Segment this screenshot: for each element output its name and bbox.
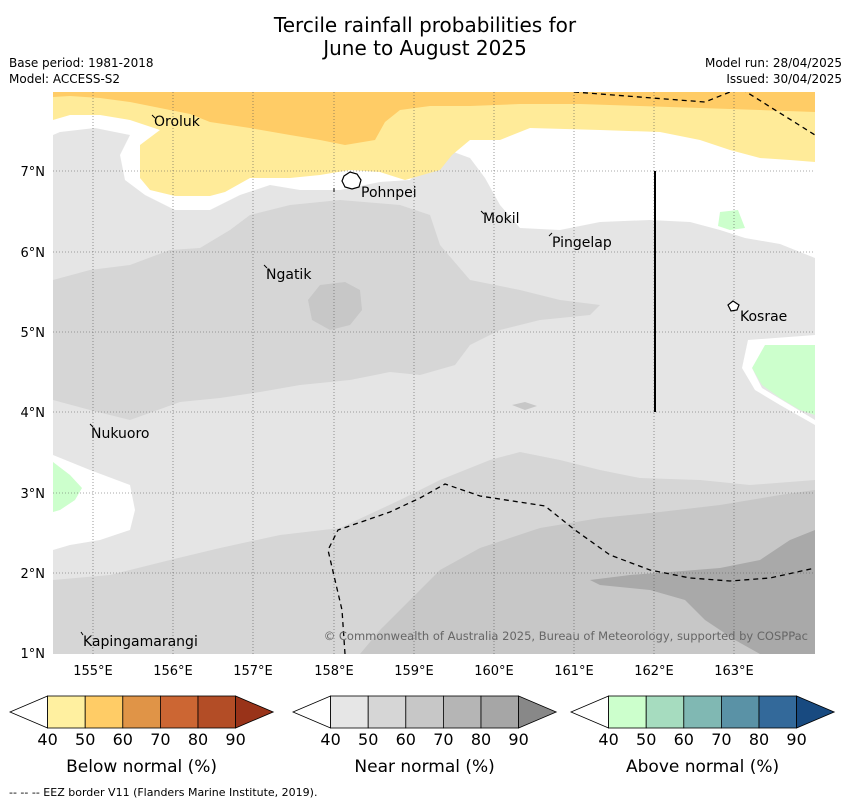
lat-label: 7°N [21,165,46,180]
issued-date: Issued: 30/04/2025 [726,72,842,86]
colorbar-tick-label: 90 [225,730,245,749]
colorbar-tick-label: 50 [636,730,656,749]
colorbar-max-triangle [518,695,558,729]
gridlines [53,92,815,654]
lon-label: 155°E [73,664,113,679]
colorbar-caption: Near normal (%) [354,757,494,777]
colorbar-segment [197,695,236,729]
lon-label: 162°E [634,664,674,679]
colorbar-tick-label: 50 [358,730,378,749]
place-label-kapingamarangi: Kapingamarangi [83,634,198,650]
colorbar-tick-label: 60 [674,730,694,749]
colorbar-tick-label: 70 [711,730,731,749]
above-normal-40-kosrae-east [752,340,815,415]
colorbar-segment [84,695,124,729]
colorbar-segment [683,695,722,729]
near-normal-70-southeast [590,530,815,654]
colorbar-tick-label: 80 [749,730,769,749]
kosrae-island-outline [727,300,740,312]
lon-label: 163°E [714,664,754,679]
colorbar-tick-label: 40 [320,730,340,749]
place-markers [80,114,553,636]
base-period: Base period: 1981-2018 [9,56,154,70]
eez-footnote: -- -- -- EEZ border V11 (Flanders Marine… [9,786,318,799]
colorbar-max-triangle [796,695,836,729]
colorbar-segment [721,695,760,729]
place-label-nukuoro: Nukuoro [91,426,149,442]
colorbar-tick-label: 80 [471,730,491,749]
lon-label: 157°E [233,664,273,679]
colorbar-tick-label: 40 [37,730,57,749]
lat-label: 6°N [21,246,46,261]
eez-border [327,92,815,654]
colorbar-above: 40 50 60 70 80 90 Above normal (%) [569,695,836,777]
place-label-pingelap: Pingelap [552,235,612,251]
colorbar-tick-label: 50 [75,730,95,749]
colorbar-min-triangle [569,695,609,729]
colorbar-tick-label: 40 [598,730,618,749]
colorbar-near: 40 50 60 70 80 90 Near normal (%) [291,695,558,777]
near-normal-60-spot [512,402,537,410]
no-dominant-ring-east [742,335,815,425]
colorbar-segment [608,695,647,729]
colorbar-segment [122,695,161,729]
colorbar-segment [405,695,444,729]
colorbar-caption: Below normal (%) [66,757,217,777]
below-normal-50-band [53,92,815,145]
colorbar-legends: 40 50 60 70 80 90 Below normal (%) 40 50 60 70 80 90… [8,695,836,777]
lon-label: 160°E [474,664,514,679]
place-label-ngatik: Ngatik [266,267,312,283]
meta-right: Model run: 28/04/2025 Issued: 30/04/2025 [705,55,842,87]
colorbar-segment [47,695,86,729]
colorbar-segment [159,695,199,729]
colorbar-min-triangle [291,695,331,729]
colorbar-tick-label: 90 [786,730,806,749]
model-run: Model run: 28/04/2025 [704,56,842,70]
colorbar-max-triangle [235,695,275,729]
lat-axis-labels: 7°N 6°N 5°N 4°N 3°N 2°N 1°N [21,165,46,662]
colorbar-tick-label: 80 [188,730,208,749]
lat-label: 1°N [21,647,46,662]
title-line-2: June to August 2025 [323,36,527,60]
place-label-kosrae: Kosrae [740,309,787,325]
title-line-1: Tercile rainfall probabilities for [273,13,577,37]
model-name: Model: ACCESS-S2 [9,72,121,86]
copyright-notice: © Commonwealth of Australia 2025, Bureau… [324,629,808,643]
lon-label: 159°E [394,664,434,679]
colorbar-tick-label: 60 [113,730,133,749]
colorbar-min-triangle [8,695,48,729]
colorbar-tick-label: 90 [508,730,528,749]
lat-label: 2°N [21,567,46,582]
colorbar-segment [442,695,482,729]
lon-axis-labels: 155°E 156°E 157°E 158°E 159°E 160°E 161°… [73,664,754,679]
lat-label: 5°N [21,326,46,341]
no-dominant-west-strip [53,455,135,550]
lon-label: 161°E [554,664,594,679]
colorbar-caption: Above normal (%) [626,757,779,777]
place-label-oroluk: Oroluk [154,114,201,130]
near-normal-60-blob [308,282,362,330]
meta-left: Base period: 1981-2018 Model: ACCESS-S2 [9,55,154,87]
lon-label: 158°E [314,664,354,679]
lat-label: 4°N [21,406,46,421]
lon-label: 156°E [153,664,193,679]
colorbar-tick-label: 70 [433,730,453,749]
colorbar-tick-label: 60 [396,730,416,749]
pohnpei-island-outline [341,171,362,190]
colorbar-below: 40 50 60 70 80 90 Below normal (%) [8,695,275,777]
place-label-mokil: Mokil [483,211,520,227]
colorbar-segment [480,695,519,729]
place-label-pohnpei: Pohnpei [361,185,417,201]
colorbar-segment [758,695,797,729]
lat-label: 3°N [21,487,46,502]
colorbar-segment [367,695,407,729]
colorbar-segment [645,695,685,729]
colorbar-segment [330,695,369,729]
above-normal-40-spot-west-b [53,462,82,512]
colorbar-tick-label: 70 [150,730,170,749]
above-normal-40-spot-north [718,210,745,230]
probability-field [53,92,815,654]
